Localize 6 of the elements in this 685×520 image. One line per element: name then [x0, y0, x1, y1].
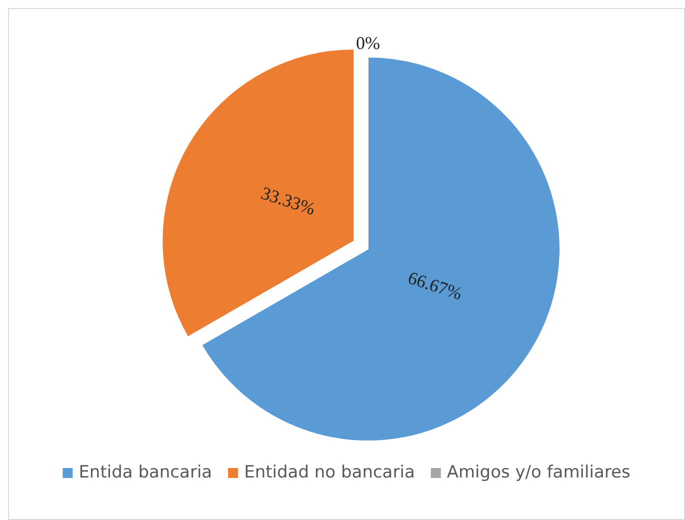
text: 0% — [356, 33, 380, 54]
legend-label: Amigos y/o familiares — [446, 462, 630, 483]
legend-label: Entida bancaria — [78, 462, 212, 483]
legend-label: Entidad no bancaria — [244, 462, 415, 483]
data-label: 33.33% — [258, 182, 318, 219]
data-label: 66.67% — [406, 268, 465, 304]
